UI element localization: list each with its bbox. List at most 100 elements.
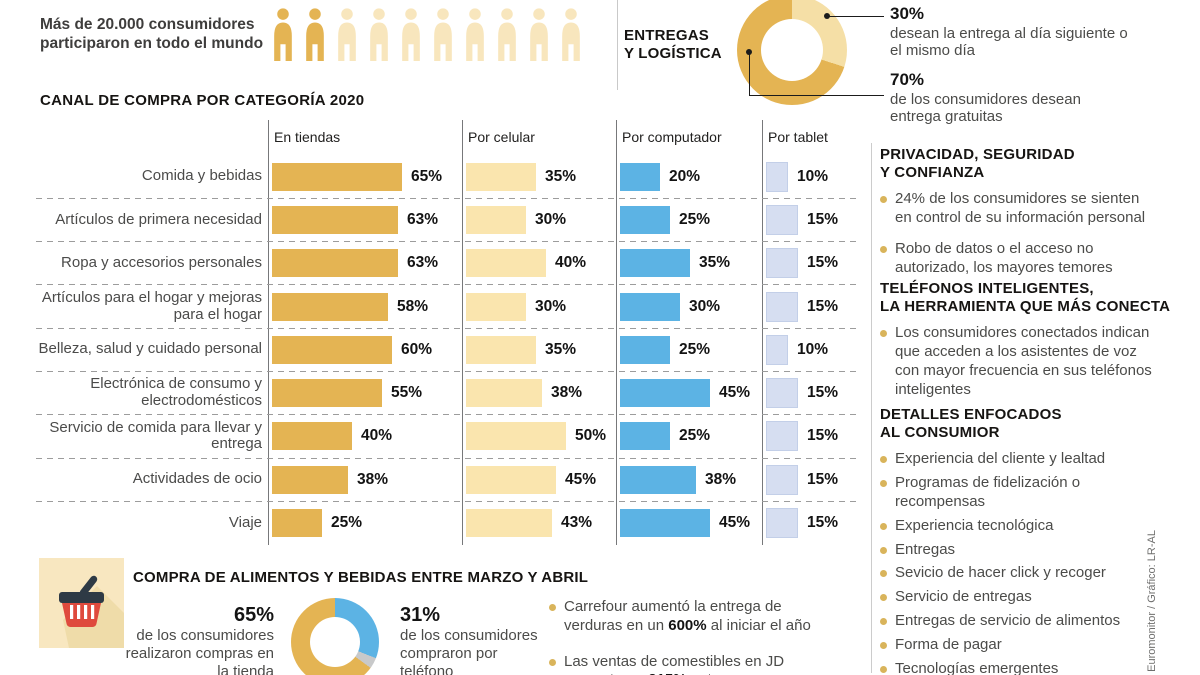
bar-value-label: 35%	[545, 340, 577, 358]
bar	[766, 161, 788, 192]
bullet-list: Los consumidores conectados indican que …	[880, 324, 1180, 400]
bar-value-label: 15%	[807, 297, 839, 315]
bar	[272, 292, 388, 321]
bullet-dot-icon	[549, 604, 556, 611]
bar-cell: 60%	[272, 335, 432, 364]
bar-value-label: 58%	[397, 297, 429, 315]
bar-cell: 65%	[272, 162, 443, 191]
bar-value-label: 63%	[407, 210, 439, 228]
bar-cell: 35%	[466, 335, 577, 364]
bar	[466, 465, 556, 494]
bar-value-label: 63%	[407, 254, 439, 272]
donut-hole	[761, 19, 823, 81]
bar	[272, 249, 398, 278]
bar-cell: 25%	[272, 509, 363, 538]
bar-cell: 63%	[272, 249, 439, 278]
bullet-text: Las ventas de comestibles en JD aumentar…	[564, 652, 785, 675]
bar	[620, 205, 670, 234]
bar	[766, 291, 798, 322]
bar	[620, 509, 710, 538]
bar-value-label: 15%	[807, 427, 839, 445]
bar-value-label: 25%	[679, 340, 711, 358]
row-separator	[36, 414, 858, 416]
section-title: DETALLES ENFOCADOS AL CONSUMIOR	[880, 406, 1062, 441]
bar	[272, 379, 382, 408]
bar	[766, 378, 798, 409]
bar-cell: 63%	[272, 205, 439, 234]
chart-title: CANAL DE COMPRA POR CATEGORÍA 2020	[40, 92, 365, 109]
row-separator	[36, 327, 858, 329]
bottom-bullet-list: Carrefour aumentó la entrega de verduras…	[549, 598, 834, 675]
bar	[766, 464, 798, 495]
column-header-por-celular: Por celular	[468, 129, 535, 145]
bar	[466, 292, 526, 321]
bar	[620, 249, 690, 278]
bar-value-label: 40%	[361, 427, 393, 445]
bar-value-label: 38%	[357, 470, 389, 488]
bar-value-label: 30%	[535, 297, 567, 315]
bar-value-label: 15%	[807, 470, 839, 488]
bar-cell: 55%	[272, 379, 422, 408]
bar	[620, 465, 696, 494]
bar-value-label: 25%	[331, 514, 363, 532]
bar-value-label: 35%	[699, 254, 731, 272]
sidebar-divider	[871, 143, 872, 673]
basket-tile	[39, 558, 124, 648]
bullet-dot-icon	[880, 456, 887, 463]
food-purchase-donut-chart	[291, 598, 379, 675]
bar-cell: 38%	[620, 465, 736, 494]
stat-text: de los consumidores desean entrega gratu…	[890, 90, 1081, 126]
bar	[766, 204, 798, 235]
stat-text: de los consumidores compraron por teléfo…	[400, 627, 538, 675]
bar	[466, 379, 542, 408]
bullet-text: Experiencia tecnológica	[895, 516, 1054, 534]
bar	[466, 205, 526, 234]
basket-icon	[59, 575, 124, 648]
participants-text: Más de 20.000 consumidores participaron …	[40, 16, 264, 52]
column-header-por-computador: Por computador	[622, 129, 722, 145]
bullet-dot-icon	[880, 570, 887, 578]
bullet-text: Sevicio de hacer click y recoger	[895, 564, 1106, 582]
bar-value-label: 40%	[555, 254, 587, 272]
bar-cell: 15%	[766, 248, 839, 279]
bar-value-label: 25%	[679, 210, 711, 228]
bar-value-label: 65%	[411, 167, 443, 185]
bullet-text: 24% de los consumidores se sienten en co…	[895, 190, 1146, 226]
bar-cell: 45%	[466, 465, 596, 494]
bar-cell: 25%	[620, 422, 710, 451]
bar	[272, 465, 348, 494]
person-icon	[338, 8, 356, 61]
leader-line	[749, 52, 750, 95]
bar-cell: 40%	[466, 249, 587, 278]
bar-cell: 43%	[466, 509, 593, 538]
donut-hole	[310, 617, 360, 667]
bar-cell: 30%	[466, 292, 567, 321]
bar-value-label: 43%	[561, 514, 593, 532]
table-row: Comida y bebidas 65% 35% 20% 10%	[0, 155, 880, 199]
category-label: Belleza, salud y cuidado personal	[38, 340, 262, 358]
bar	[466, 249, 546, 278]
bar	[272, 162, 402, 191]
bar-cell: 25%	[620, 205, 711, 234]
list-item: Entregas de servicio de alimentos	[880, 612, 1180, 631]
bar-value-label: 45%	[719, 514, 751, 532]
bar-cell: 15%	[766, 464, 839, 495]
entregas-section-title: ENTREGAS Y LOGÍSTICA	[624, 27, 722, 62]
leader-line	[829, 16, 884, 17]
row-separator	[36, 197, 858, 199]
row-separator	[36, 241, 858, 243]
bar	[466, 335, 536, 364]
category-label: Comida y bebidas	[141, 167, 262, 185]
list-item: 24% de los consumidores se sienten en co…	[880, 190, 1180, 228]
delivery-stat-30: 30% desean la entrega al día siguiente o…	[890, 4, 1132, 60]
bar-cell: 45%	[620, 379, 750, 408]
bar	[766, 421, 798, 452]
table-row: Ropa y accesorios personales 63% 40% 35% 15%	[0, 242, 880, 286]
bullet-dot-icon	[880, 618, 887, 626]
bar	[466, 162, 536, 191]
table-row: Actividades de ocio 38% 45% 38% 15%	[0, 458, 880, 502]
section-title: PRIVACIDAD, SEGURIDAD Y CONFIANZA	[880, 146, 1075, 181]
person-icon	[562, 8, 580, 61]
bar-value-label: 15%	[807, 254, 839, 272]
stat-text: de los consumidores realizaron compras e…	[125, 627, 274, 675]
